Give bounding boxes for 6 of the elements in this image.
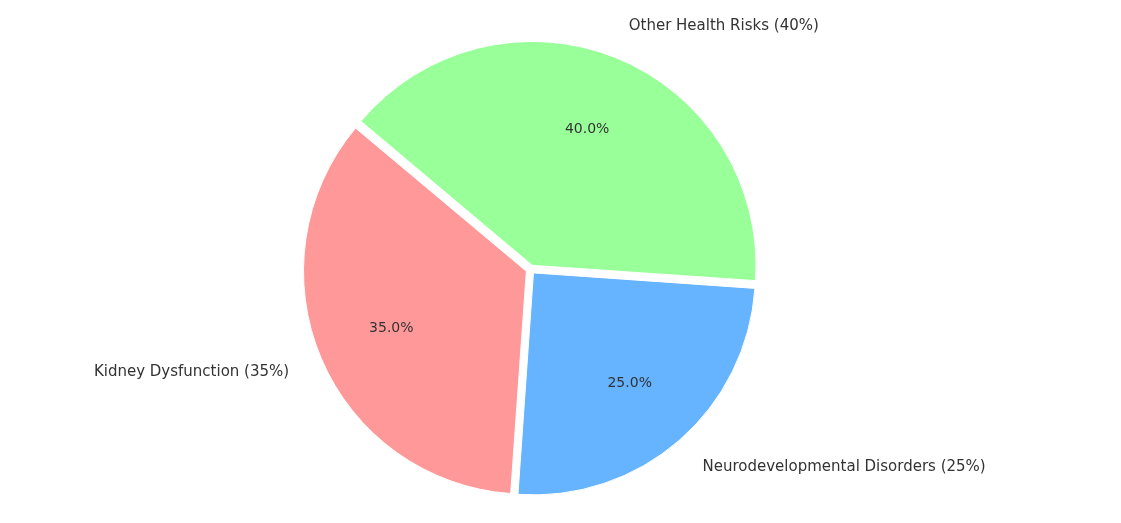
data-label: 25.0% (607, 374, 652, 391)
slice-label: Neurodevelopmental Disorders (25%) (702, 457, 986, 476)
slice-label: Kidney Dysfunction (35%) (93, 361, 290, 380)
data-label: 40.0% (564, 119, 610, 136)
slice-label: Other Health Risks (40%) (628, 16, 819, 35)
data-label: 35.0% (369, 319, 414, 336)
